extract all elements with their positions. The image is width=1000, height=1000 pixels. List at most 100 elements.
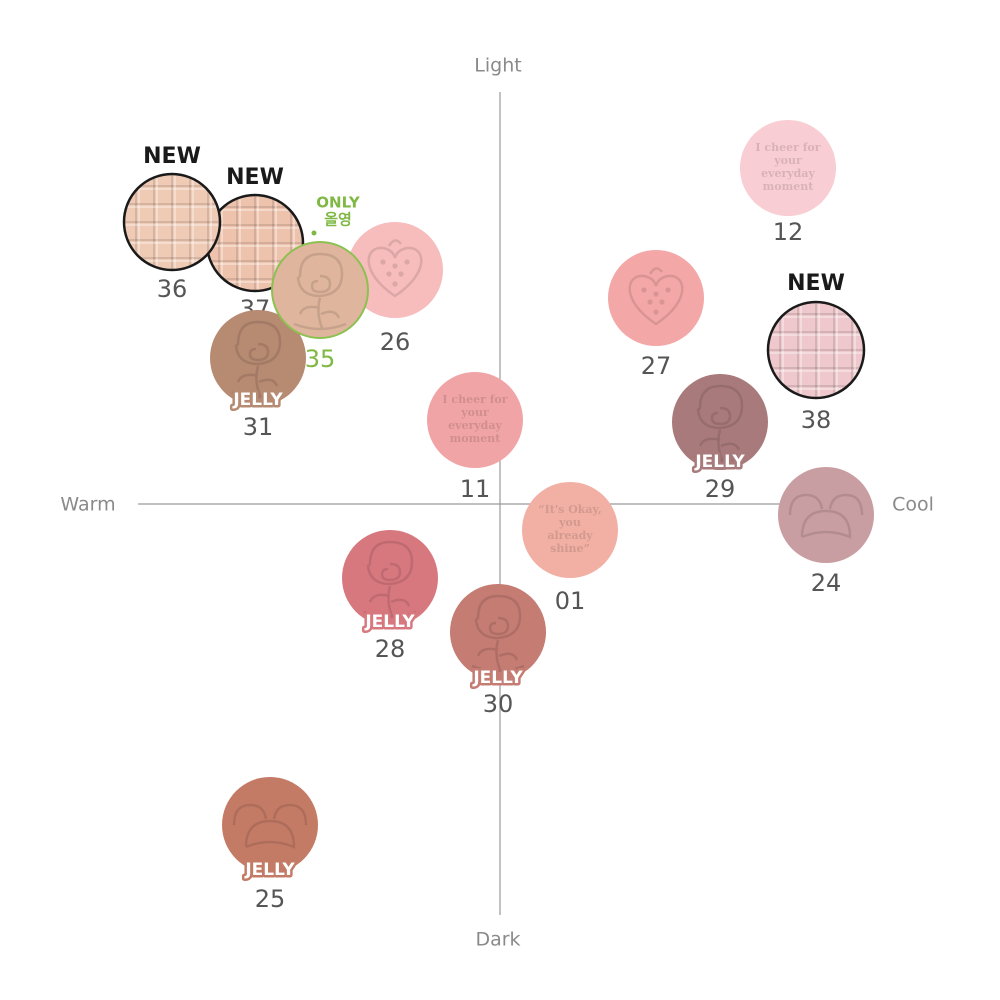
badge-dot xyxy=(311,230,317,236)
badge-jelly: JELLY xyxy=(694,452,745,472)
heart xyxy=(367,246,423,298)
emboss-text: moment xyxy=(763,180,815,193)
leaf xyxy=(387,239,402,247)
bear-left xyxy=(232,803,268,826)
emboss-text: everyday xyxy=(448,419,502,432)
shade-number: 26 xyxy=(380,328,411,356)
rose-head xyxy=(366,540,414,586)
swatch-group: 36 NEW xyxy=(122,144,222,303)
bear-body xyxy=(800,509,852,539)
emboss-text: moment xyxy=(450,432,502,445)
swatch xyxy=(427,372,523,468)
rose-stem xyxy=(471,639,525,673)
pattern xyxy=(207,195,303,291)
seed xyxy=(665,287,671,293)
pattern xyxy=(693,384,747,463)
seed xyxy=(398,271,404,277)
swatch-group: 27 xyxy=(608,250,704,380)
pattern xyxy=(293,252,347,331)
swatch xyxy=(210,310,306,406)
shade-number: 01 xyxy=(555,587,586,615)
axis-top: Light xyxy=(474,55,521,77)
badge-new: NEW xyxy=(143,144,201,169)
emboss-text: you xyxy=(558,516,581,529)
pattern xyxy=(788,493,864,539)
seed xyxy=(647,299,653,305)
emboss-text: already xyxy=(547,529,593,542)
badge-new: NEW xyxy=(226,165,284,190)
shade-number: 35 xyxy=(305,345,336,373)
seed xyxy=(386,271,392,277)
seed xyxy=(392,263,398,269)
emboss-text: I cheer for xyxy=(755,141,820,154)
rose-stem xyxy=(363,585,417,619)
emboss-text: I cheer for xyxy=(442,393,507,406)
swatch-border xyxy=(271,241,369,339)
pattern xyxy=(363,540,417,619)
pattern xyxy=(471,594,525,673)
swatch xyxy=(450,584,546,680)
swatch xyxy=(608,250,704,346)
badge-exclusive: ONLY xyxy=(316,194,361,212)
emboss-text: your xyxy=(460,406,489,419)
shade-number: 31 xyxy=(243,413,274,441)
swatch-group: 31 JELLY xyxy=(210,310,306,441)
rose-spiral xyxy=(248,342,270,362)
swatch-group: 24 xyxy=(778,467,874,597)
swatch-group: 38 NEW xyxy=(766,271,866,434)
swatch xyxy=(778,467,874,563)
shade-number: 27 xyxy=(641,352,672,380)
emboss-text: shine” xyxy=(550,542,590,555)
shade-number: 38 xyxy=(801,406,832,434)
rose-spiral xyxy=(710,406,732,426)
seed xyxy=(653,291,659,297)
swatch-group: 26 xyxy=(347,222,443,356)
swatch-border xyxy=(122,172,222,272)
seed xyxy=(404,259,410,265)
emboss-text: your xyxy=(773,154,802,167)
bear-right xyxy=(828,493,864,516)
seed xyxy=(653,309,659,315)
shade-number: 24 xyxy=(811,569,842,597)
pattern xyxy=(367,239,423,298)
leaf xyxy=(648,267,663,275)
seed xyxy=(380,259,386,265)
swatch-group: 28 JELLY xyxy=(342,530,438,663)
swatch xyxy=(342,530,438,626)
rose-head xyxy=(474,594,522,640)
swatch xyxy=(768,302,864,398)
rose-spiral xyxy=(310,274,332,294)
badge-jelly: JELLY xyxy=(472,668,523,688)
swatch xyxy=(222,777,318,873)
axis-left: Warm xyxy=(60,494,115,516)
swatch xyxy=(522,482,618,578)
swatch xyxy=(347,222,443,318)
seed xyxy=(641,287,647,293)
shade-number: 11 xyxy=(460,475,491,503)
swatch-group: 25 JELLY xyxy=(222,777,318,913)
badge-jelly: JELLY xyxy=(364,612,415,632)
rose-stem xyxy=(231,365,285,399)
shade-number: 28 xyxy=(375,635,406,663)
heart xyxy=(628,274,684,326)
badge-jelly: JELLY xyxy=(232,390,283,410)
emboss-text: “It's Okay, xyxy=(538,503,601,516)
pattern xyxy=(628,267,684,326)
axis-bottom: Dark xyxy=(475,929,520,951)
rose-head xyxy=(296,252,344,298)
swatch xyxy=(272,242,368,338)
badge-jelly: JELLY xyxy=(244,860,295,880)
swatch-border xyxy=(766,300,866,400)
badge-exclusive: 올영 xyxy=(324,211,352,229)
rose-head xyxy=(234,320,282,366)
rose-spiral xyxy=(488,616,510,636)
